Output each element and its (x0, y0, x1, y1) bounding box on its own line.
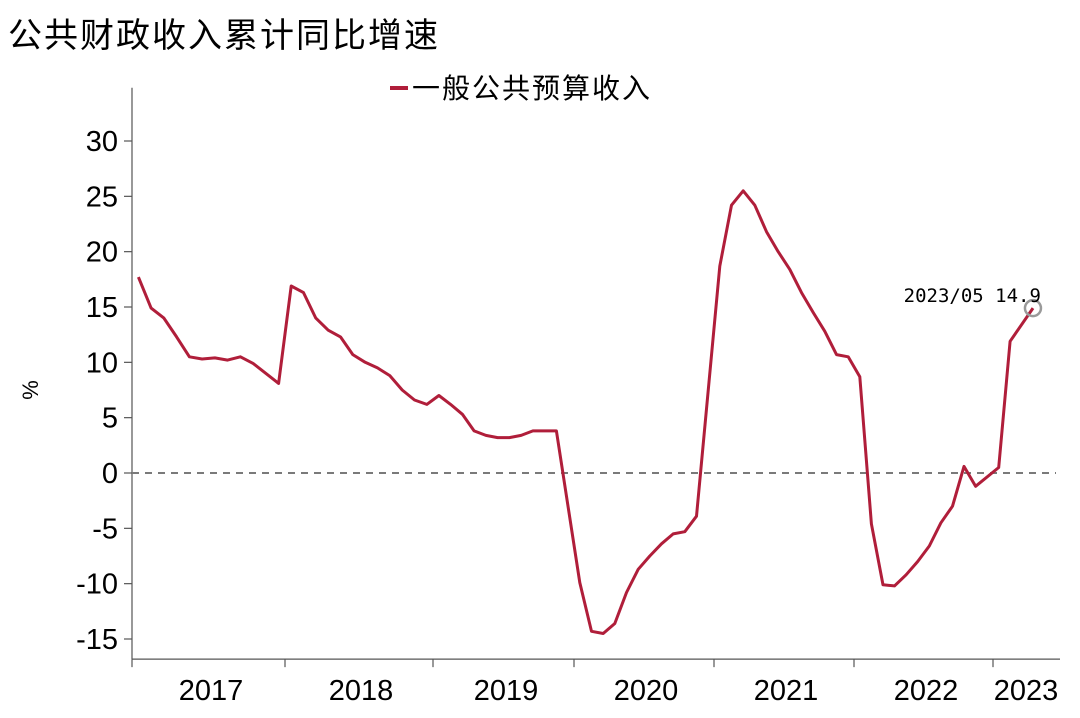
annotation-marker (1023, 298, 1043, 318)
y-tick-label: 15 (86, 292, 118, 324)
y-tick-label: -15 (76, 624, 118, 656)
y-tick-label: 5 (102, 403, 118, 435)
x-tick-label: 2020 (614, 675, 679, 707)
y-tick-label: -5 (92, 513, 118, 545)
x-tick-label: 2023 (994, 675, 1059, 707)
y-tick-label: 25 (86, 181, 118, 213)
x-tick-label: 2021 (754, 675, 819, 707)
y-tick-label: 20 (86, 237, 118, 269)
series-line (137, 189, 1035, 635)
y-tick-label: 0 (102, 458, 118, 490)
y-tick-label: -10 (76, 569, 118, 601)
x-tick-label: 2018 (329, 675, 394, 707)
chart-title: 公共财政收入累计同比增速 (8, 16, 440, 56)
x-tick-label: 2019 (474, 675, 539, 707)
annotation-label: 2023/05 14.9 (904, 285, 1041, 307)
y-tick-label: 30 (86, 126, 118, 158)
y-axis-label: % (18, 380, 43, 400)
x-tick-label: 2022 (894, 675, 959, 707)
y-tick-label: 10 (86, 347, 118, 379)
x-tick-label: 2017 (179, 675, 244, 707)
legend-label: 一般公共预算收入 (412, 72, 652, 105)
